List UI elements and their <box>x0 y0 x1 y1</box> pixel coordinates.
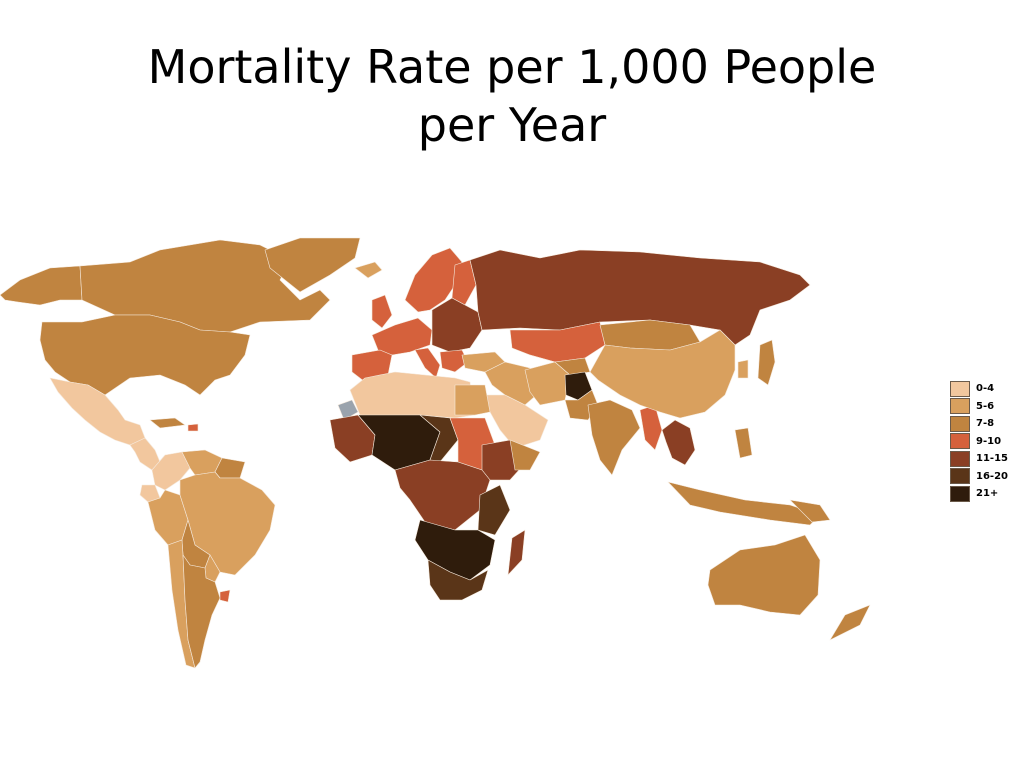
legend-item: 11-15 <box>950 450 1022 468</box>
world-map-container <box>0 225 1024 675</box>
country-central-america <box>129 437 161 471</box>
legend-label: 0-4 <box>976 383 995 395</box>
country-new-zealand <box>829 604 871 641</box>
country-alaska <box>0 265 83 306</box>
legend-label: 16-20 <box>976 470 1008 482</box>
country-east-africa <box>477 484 511 536</box>
legend-item: 7-8 <box>950 415 1022 433</box>
country-italy <box>414 347 441 379</box>
country-argentina <box>182 554 221 669</box>
country-india <box>587 399 641 476</box>
country-uruguay <box>219 589 231 603</box>
legend-swatch <box>950 485 970 502</box>
region-oceania <box>707 534 871 641</box>
legend-label: 21+ <box>976 488 999 500</box>
country-arabian-peninsula <box>484 394 549 449</box>
legend-swatch <box>950 450 970 467</box>
country-cuba <box>149 417 186 429</box>
country-japan <box>757 339 776 386</box>
country-balkans <box>439 349 469 373</box>
legend-swatch <box>950 398 970 415</box>
legend-label: 5-6 <box>976 400 995 412</box>
legend-swatch <box>950 468 970 485</box>
world-map <box>0 237 871 669</box>
legend-item: 16-20 <box>950 468 1022 486</box>
country-usa <box>39 314 251 396</box>
country-southeast-asia <box>661 419 696 466</box>
country-horn <box>509 439 541 471</box>
title-line-1: Mortality Rate per 1,000 People <box>147 40 877 94</box>
country-philippines <box>734 427 753 459</box>
legend-label: 11-15 <box>976 453 1008 465</box>
country-australia <box>707 534 821 616</box>
country-southern-africa <box>427 559 489 601</box>
legend-label: 7-8 <box>976 418 995 430</box>
region-africa <box>329 371 541 601</box>
country-korea <box>737 359 749 379</box>
region-asia-west-south <box>461 351 663 476</box>
country-russia <box>469 249 811 346</box>
country-papua <box>789 499 831 523</box>
country-colombia <box>151 451 191 491</box>
country-madagascar <box>507 529 526 576</box>
country-central-africa <box>394 459 491 531</box>
country-western-sahara <box>337 399 359 421</box>
region-south-america <box>139 449 276 669</box>
region-north-america <box>0 237 361 471</box>
legend-item: 21+ <box>950 485 1022 503</box>
legend-swatch <box>950 433 970 450</box>
legend-swatch <box>950 380 970 397</box>
country-egypt <box>454 384 491 416</box>
region-europe <box>351 247 483 383</box>
legend-swatch <box>950 415 970 432</box>
country-eastern-europe <box>431 297 483 353</box>
legend-item: 9-10 <box>950 433 1022 451</box>
legend-label: 9-10 <box>976 435 1002 447</box>
country-uk <box>371 294 393 329</box>
country-china <box>589 329 736 419</box>
map-legend: 0-4 5-6 7-8 9-10 11-15 16-20 21+ <box>950 380 1022 503</box>
region-east-asia <box>589 319 831 526</box>
country-iceland <box>354 261 383 279</box>
country-southern-central-africa <box>414 519 496 581</box>
country-finland <box>451 259 477 306</box>
country-greenland <box>264 237 361 293</box>
legend-item: 0-4 <box>950 380 1022 398</box>
region-russia <box>469 249 811 363</box>
legend-item: 5-6 <box>950 398 1022 416</box>
title-line-2: per Year <box>417 98 607 152</box>
country-haiti <box>187 423 199 432</box>
country-mongolia <box>599 319 701 351</box>
slide-title: Mortality Rate per 1,000 People per Year <box>62 38 962 154</box>
